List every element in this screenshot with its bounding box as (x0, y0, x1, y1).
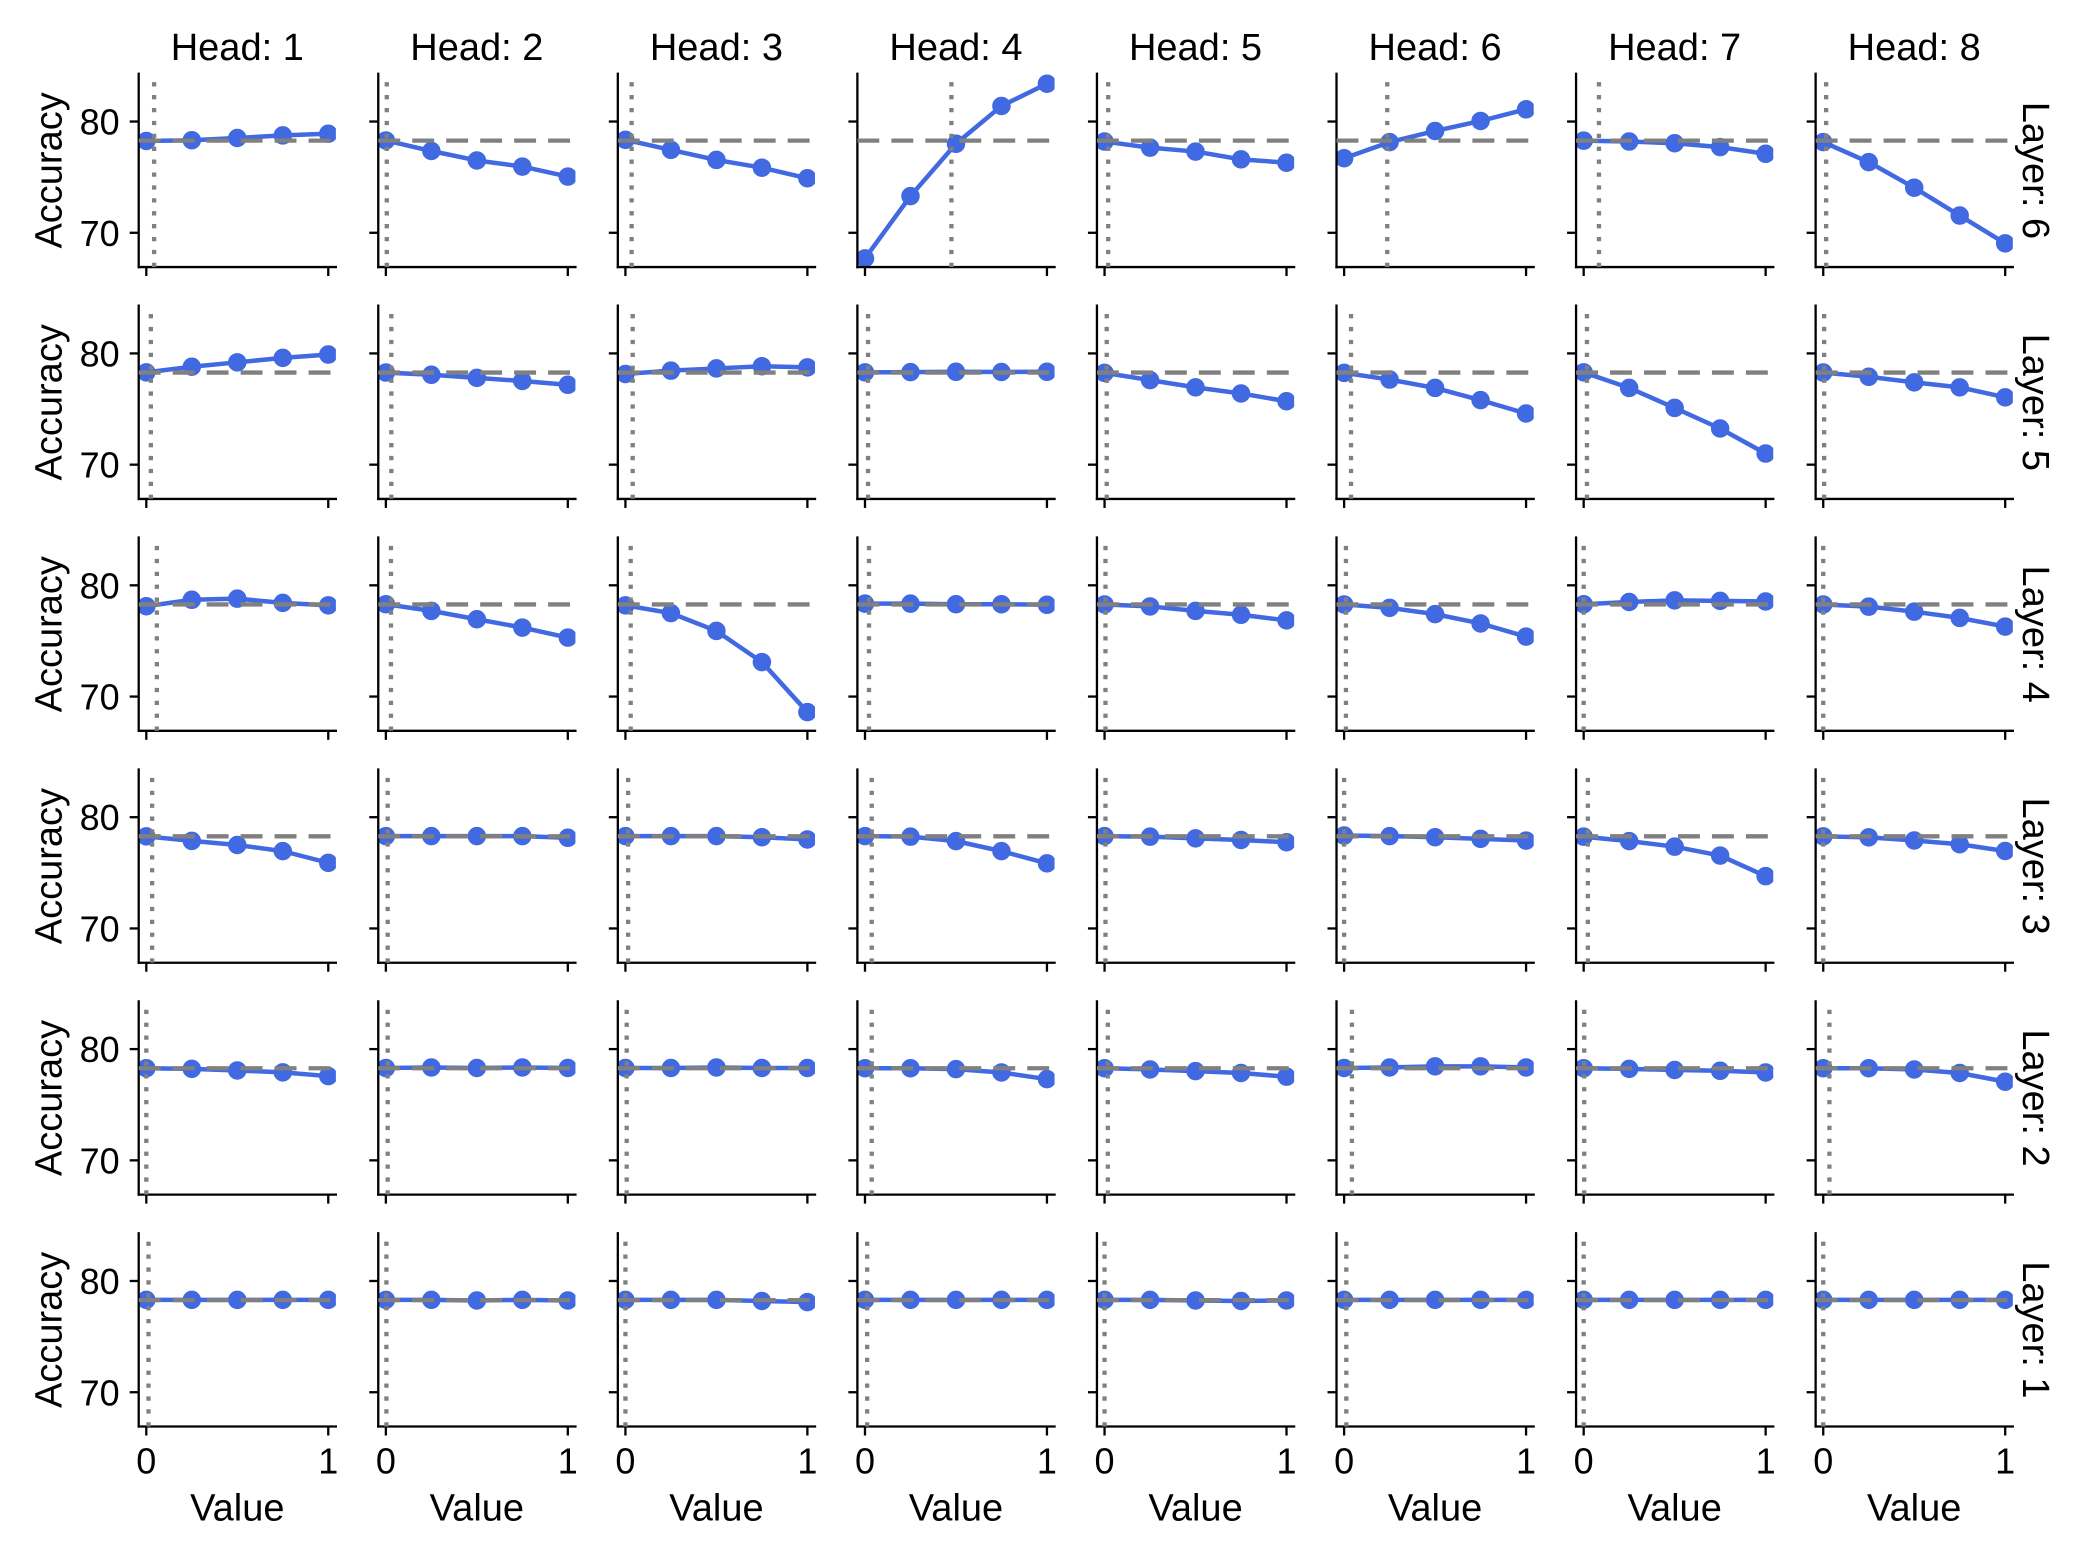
svg-text:1: 1 (1276, 1441, 1296, 1482)
svg-text:1: 1 (1995, 1441, 2015, 1482)
svg-text:Head: 4: Head: 4 (889, 27, 1022, 69)
svg-text:80: 80 (80, 565, 120, 606)
svg-text:1: 1 (1516, 1441, 1536, 1482)
svg-text:Value: Value (190, 1488, 284, 1530)
svg-text:Head: 6: Head: 6 (1369, 27, 1502, 69)
svg-text:70: 70 (80, 445, 120, 486)
svg-text:Head: 5: Head: 5 (1129, 27, 1262, 69)
svg-text:70: 70 (80, 908, 120, 949)
svg-text:Layer: 5: Layer: 5 (2014, 334, 2056, 471)
svg-text:0: 0 (376, 1441, 396, 1482)
svg-text:Accuracy: Accuracy (28, 1252, 70, 1408)
svg-text:Layer: 2: Layer: 2 (2014, 1029, 2056, 1166)
svg-text:80: 80 (80, 333, 120, 374)
svg-text:Value: Value (909, 1488, 1003, 1530)
svg-text:Accuracy: Accuracy (28, 788, 70, 944)
svg-text:Head: 1: Head: 1 (171, 27, 304, 69)
svg-text:Head: 2: Head: 2 (410, 27, 543, 69)
svg-text:Layer: 3: Layer: 3 (2014, 797, 2056, 934)
svg-text:70: 70 (80, 677, 120, 718)
svg-text:Accuracy: Accuracy (28, 92, 70, 248)
svg-text:0: 0 (1813, 1441, 1833, 1482)
svg-text:Head: 8: Head: 8 (1848, 27, 1981, 69)
svg-text:0: 0 (615, 1441, 635, 1482)
svg-text:70: 70 (80, 1140, 120, 1181)
svg-text:70: 70 (80, 213, 120, 254)
svg-text:Value: Value (1388, 1488, 1482, 1530)
svg-text:1: 1 (318, 1441, 338, 1482)
svg-text:Head: 7: Head: 7 (1608, 27, 1741, 69)
svg-text:1: 1 (1756, 1441, 1776, 1482)
svg-text:Layer: 1: Layer: 1 (2014, 1261, 2056, 1398)
svg-text:0: 0 (1574, 1441, 1594, 1482)
svg-text:80: 80 (80, 1261, 120, 1302)
svg-text:1: 1 (558, 1441, 578, 1482)
svg-text:Layer: 6: Layer: 6 (2014, 102, 2056, 239)
svg-text:Head: 3: Head: 3 (650, 27, 783, 69)
svg-text:Accuracy: Accuracy (28, 556, 70, 712)
svg-text:Accuracy: Accuracy (28, 1020, 70, 1176)
svg-text:70: 70 (80, 1372, 120, 1413)
svg-text:0: 0 (1095, 1441, 1115, 1482)
svg-text:Value: Value (430, 1488, 524, 1530)
svg-text:1: 1 (797, 1441, 817, 1482)
svg-text:Value: Value (669, 1488, 763, 1530)
svg-text:Value: Value (1867, 1488, 1961, 1530)
svg-text:0: 0 (1334, 1441, 1354, 1482)
svg-text:80: 80 (80, 102, 120, 143)
svg-text:Value: Value (1148, 1488, 1242, 1530)
svg-text:Layer: 4: Layer: 4 (2014, 566, 2056, 703)
svg-text:0: 0 (136, 1441, 156, 1482)
svg-text:1: 1 (1037, 1441, 1057, 1482)
svg-text:0: 0 (855, 1441, 875, 1482)
svg-text:Value: Value (1627, 1488, 1721, 1530)
svg-text:80: 80 (80, 797, 120, 838)
svg-text:80: 80 (80, 1029, 120, 1070)
svg-text:Accuracy: Accuracy (28, 324, 70, 480)
